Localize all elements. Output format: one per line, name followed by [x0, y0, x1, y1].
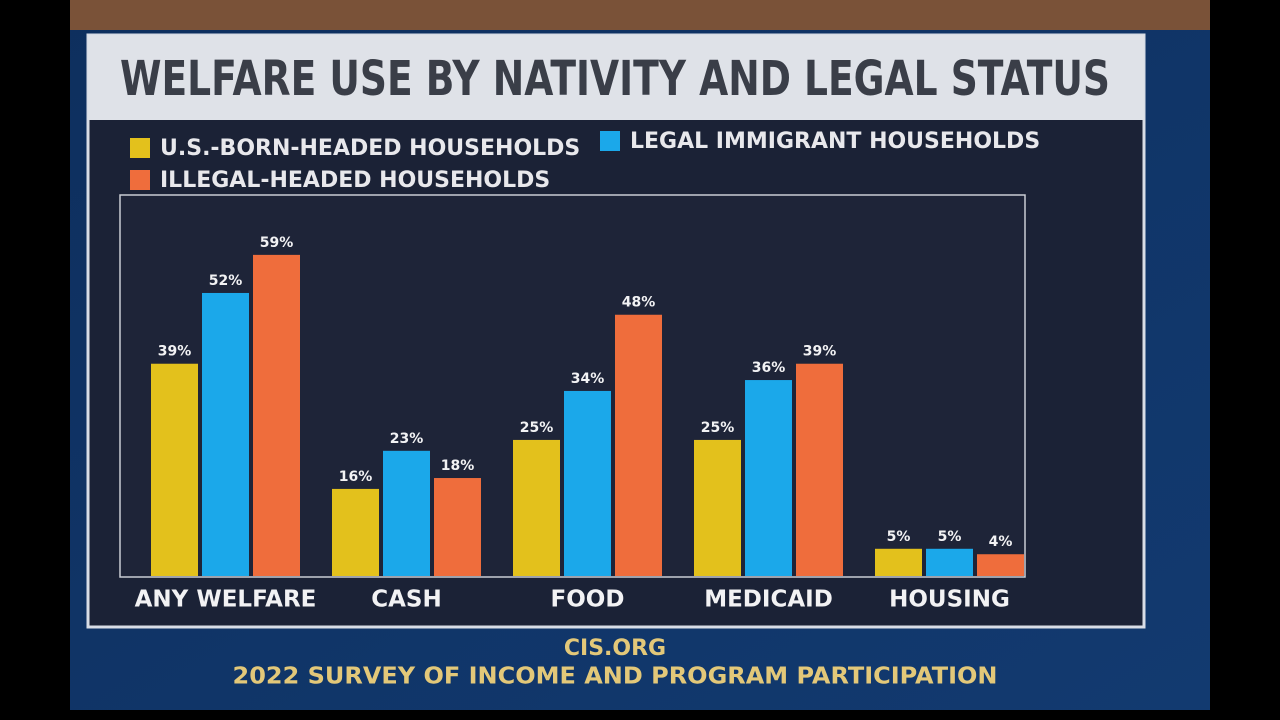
bar — [253, 254, 300, 576]
value-label: 48% — [622, 295, 656, 311]
bar — [332, 488, 379, 576]
legend-label: ILLEGAL-HEADED HOUSEHOLDS — [160, 168, 550, 193]
source: CIS.ORG — [564, 636, 666, 661]
value-label: 5% — [887, 529, 911, 545]
value-label: 4% — [989, 534, 1013, 550]
value-label: 39% — [158, 344, 192, 360]
value-label: 23% — [390, 431, 424, 447]
value-label: 25% — [701, 420, 735, 436]
bar — [694, 439, 741, 576]
chart-title: WELFARE USE BY NATIVITY AND LEGAL STATUS — [120, 51, 1110, 107]
value-label: 36% — [752, 360, 786, 376]
title-panel — [88, 35, 1144, 120]
value-label: 39% — [803, 344, 837, 360]
legend-swatch — [600, 131, 620, 151]
value-label: 52% — [209, 273, 243, 289]
bar — [513, 439, 560, 576]
bar — [796, 363, 843, 576]
x-tick-label: MEDICAID — [704, 587, 833, 613]
value-label: 5% — [938, 529, 962, 545]
value-label: 18% — [441, 458, 475, 474]
bar — [383, 450, 430, 576]
value-label: 59% — [260, 235, 294, 251]
wood-strip — [70, 0, 1210, 30]
bar — [564, 390, 611, 576]
x-tick-label: ANY WELFARE — [135, 587, 317, 613]
bar — [926, 548, 973, 576]
value-label: 34% — [571, 371, 605, 387]
bar — [151, 363, 198, 576]
bar — [202, 292, 249, 576]
legend-label: U.S.-BORN-HEADED HOUSEHOLDS — [160, 136, 580, 161]
bar — [875, 548, 922, 576]
bar — [977, 554, 1024, 576]
x-tick-label: CASH — [371, 587, 442, 613]
x-tick-label: HOUSING — [889, 587, 1010, 613]
legend-swatch — [130, 138, 150, 158]
legend-swatch — [130, 170, 150, 190]
legend-label: LEGAL IMMIGRANT HOUSEHOLDS — [630, 129, 1040, 154]
x-tick-label: FOOD — [551, 587, 625, 613]
value-label: 16% — [339, 469, 373, 485]
bar — [745, 380, 792, 576]
bar — [434, 478, 481, 576]
note: 2022 SURVEY OF INCOME AND PROGRAM PARTIC… — [233, 664, 998, 690]
value-label: 25% — [520, 420, 554, 436]
bar — [615, 314, 662, 576]
